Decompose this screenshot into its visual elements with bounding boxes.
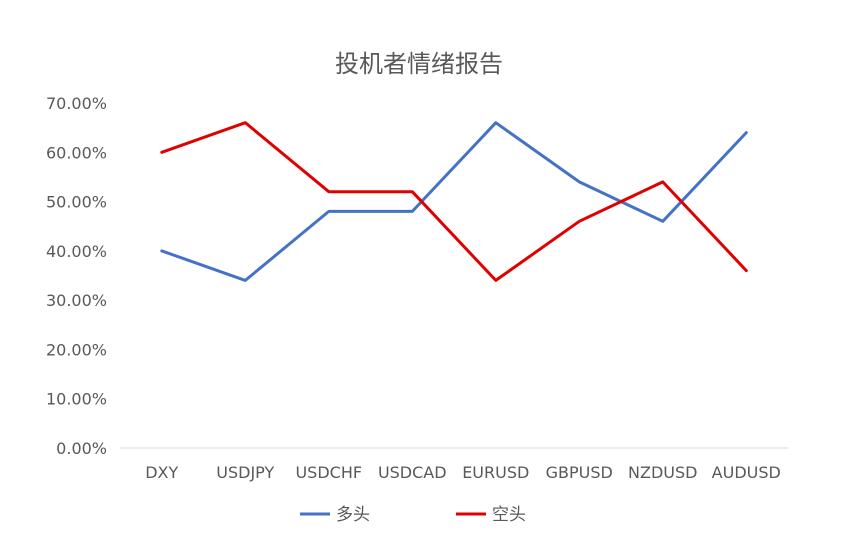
y-tick-label: 10.00% — [46, 390, 107, 409]
series-lines — [160, 121, 748, 282]
x-axis-categories: DXY USDJPY USDCHF USDCAD EURUSD GBPUSD NZDUSD A… — [145, 463, 781, 482]
y-tick-label: 60.00% — [46, 143, 107, 162]
x-category-label: DXY — [145, 463, 178, 482]
y-tick-label: 50.00% — [46, 193, 107, 212]
y-tick-label: 0.00% — [56, 439, 107, 458]
y-tick-label: 70.00% — [46, 94, 107, 113]
x-category-label: GBPUSD — [546, 463, 613, 482]
chart-title: 投机者情绪报告 — [335, 50, 503, 78]
x-category-label: NZDUSD — [628, 463, 697, 482]
series-line-0 — [160, 121, 748, 282]
y-tick-label: 20.00% — [46, 340, 107, 359]
legend-label: 多头 — [336, 505, 370, 525]
legend: 多头 空头 — [300, 505, 526, 525]
x-category-label: USDCHF — [295, 463, 362, 482]
legend-label: 空头 — [492, 505, 526, 525]
y-tick-label: 40.00% — [46, 242, 107, 261]
x-category-label: EURUSD — [462, 463, 529, 482]
x-category-label: USDJPY — [216, 463, 274, 482]
x-category-label: AUDUSD — [712, 463, 781, 482]
y-axis-ticks: 0.00% 10.00% 20.00% 30.00% 40.00% 50.00% 60.00… — [46, 94, 107, 458]
y-tick-label: 30.00% — [46, 291, 107, 310]
x-category-label: USDCAD — [378, 463, 447, 482]
series-line-1 — [160, 121, 748, 282]
